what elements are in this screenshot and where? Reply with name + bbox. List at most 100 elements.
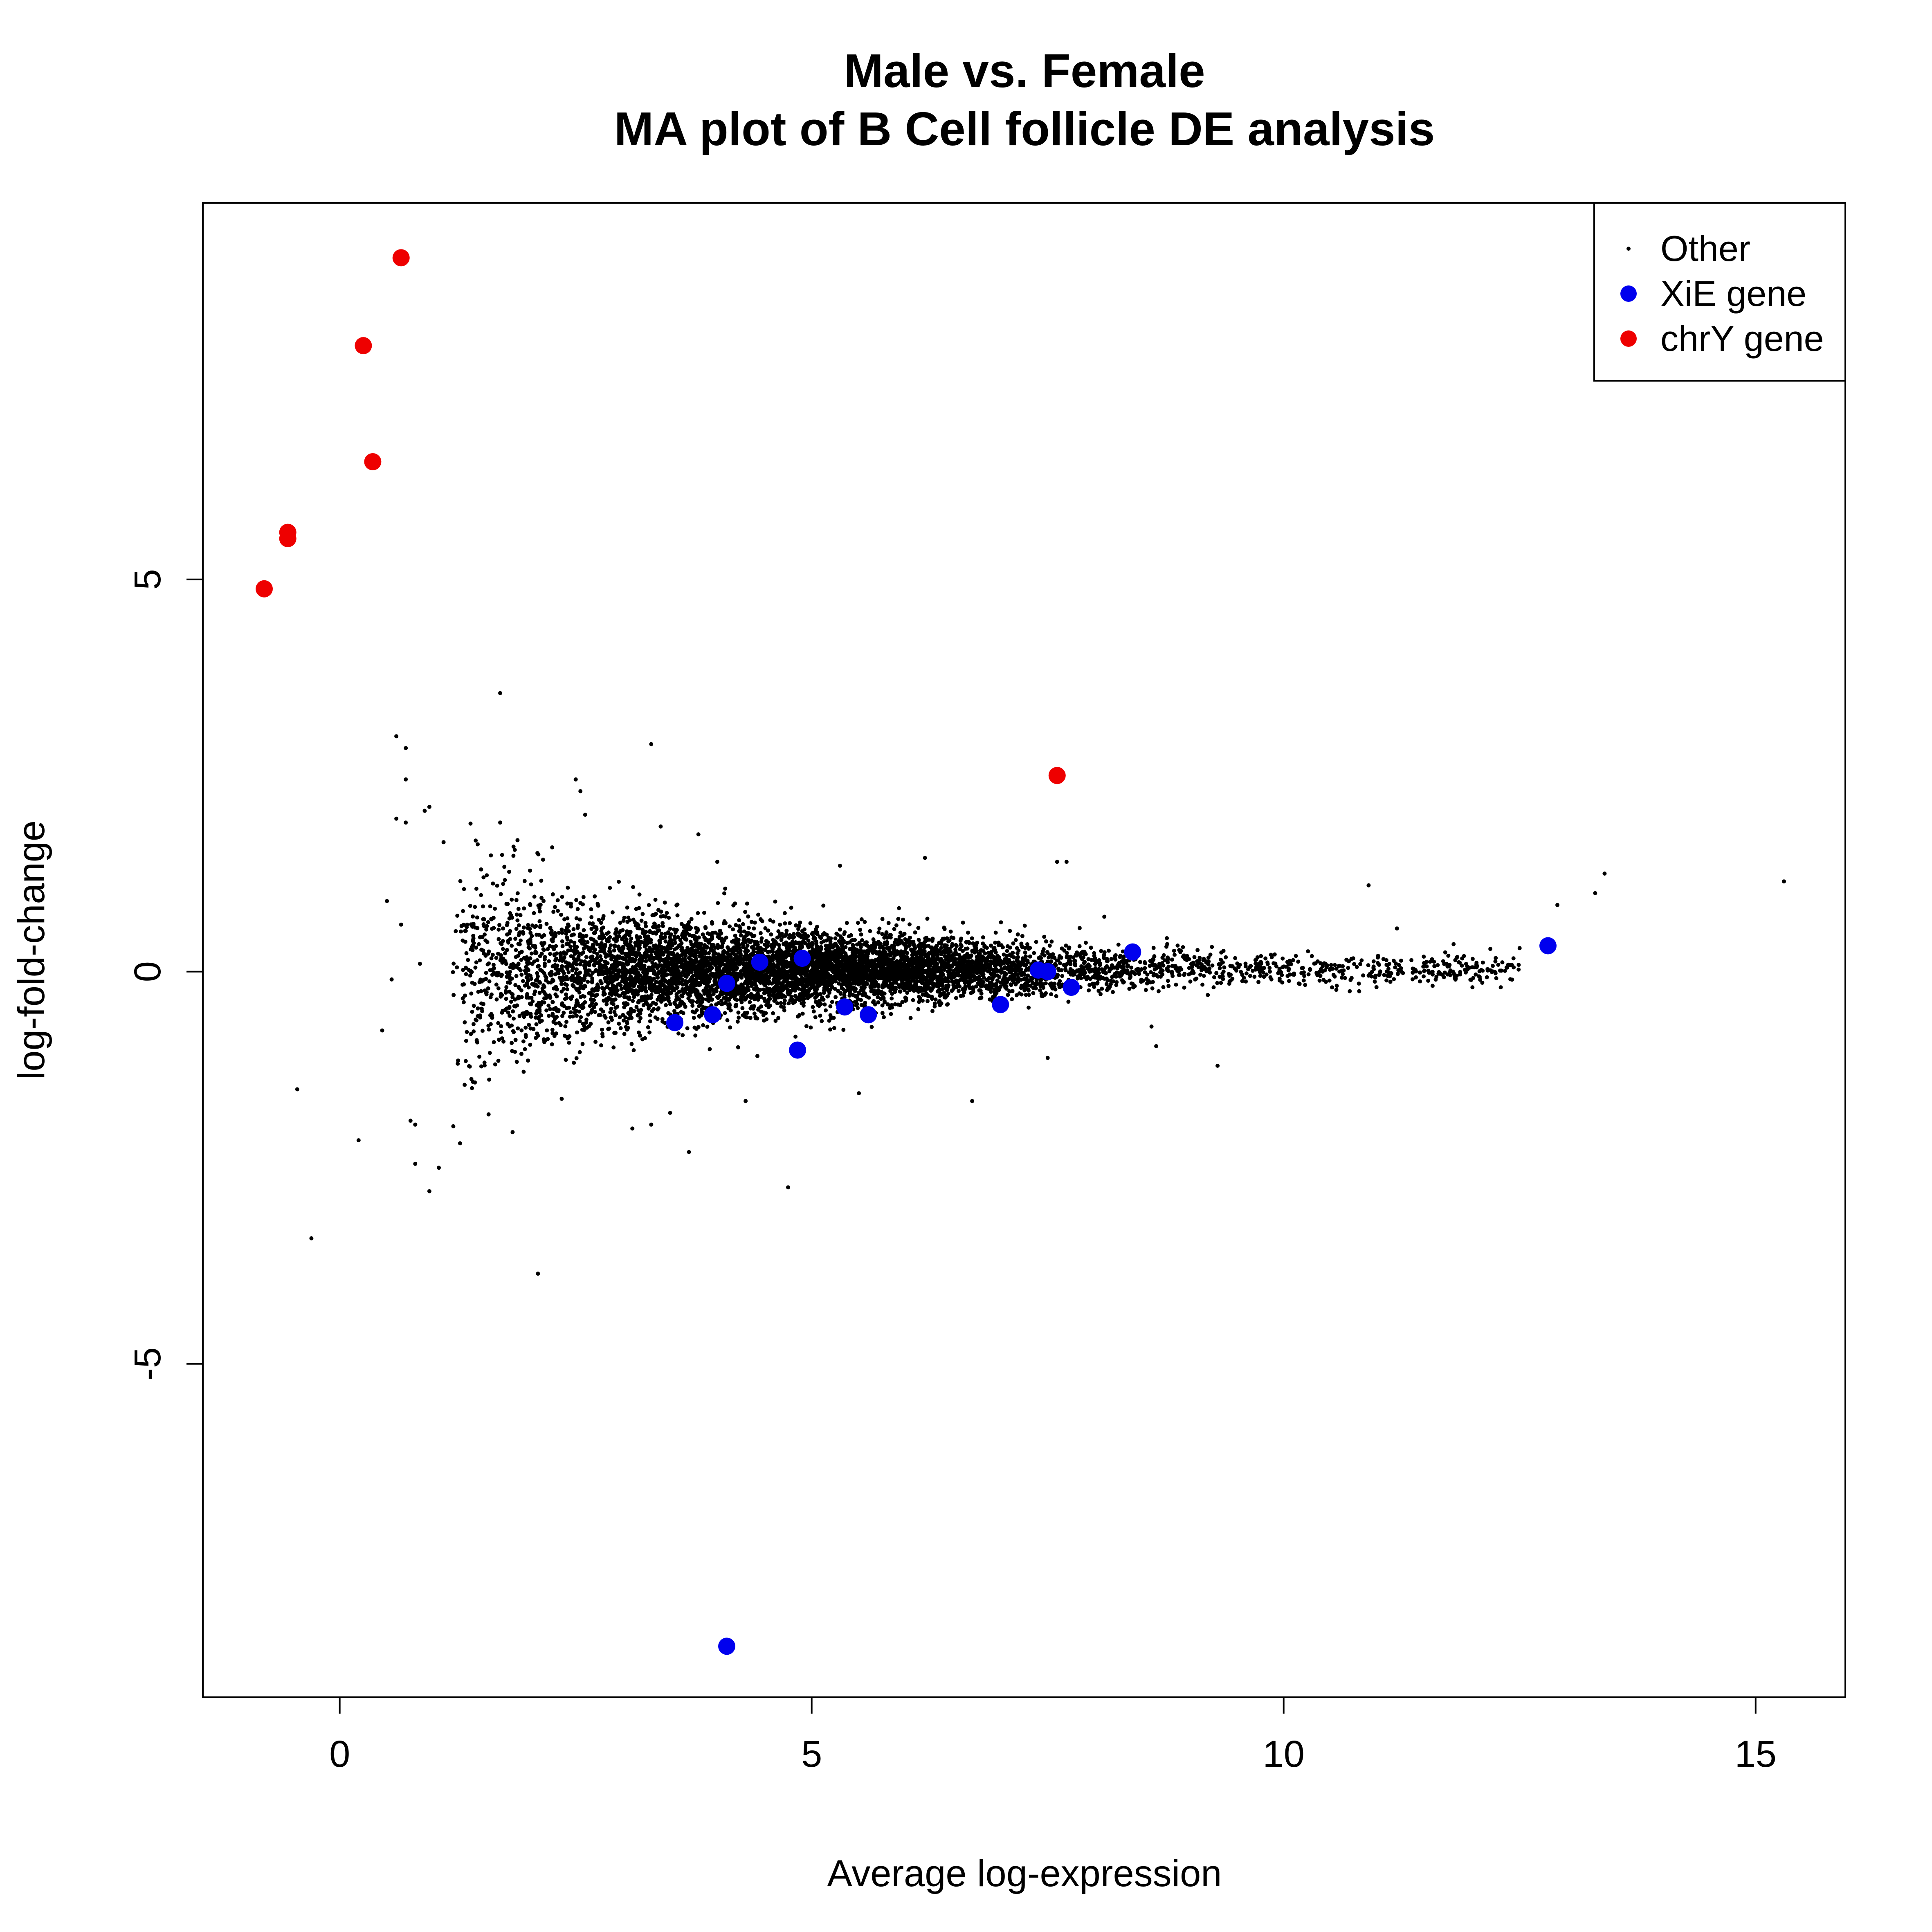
other-gene-point [461, 923, 466, 927]
other-gene-point [813, 937, 818, 941]
other-gene-point [863, 920, 867, 924]
other-gene-point [544, 1008, 549, 1013]
other-gene-point [601, 914, 606, 918]
other-gene-point [582, 946, 586, 951]
other-gene-point [652, 930, 657, 935]
other-gene-point [617, 1022, 621, 1026]
other-gene-point [664, 957, 668, 961]
other-gene-point [529, 1015, 533, 1019]
other-gene-point [501, 947, 505, 951]
other-gene-point [838, 927, 842, 932]
other-gene-point [563, 982, 567, 986]
other-gene-point [620, 979, 625, 984]
other-gene-point [810, 932, 814, 936]
other-gene-point [569, 939, 573, 944]
other-gene-point [641, 1003, 646, 1007]
other-gene-point [1361, 973, 1366, 978]
other-gene-point [1430, 984, 1435, 988]
other-gene-point [503, 959, 508, 964]
other-gene-point [508, 929, 512, 933]
other-gene-point [1049, 992, 1054, 997]
other-gene-point [828, 1004, 833, 1009]
other-gene-point [505, 948, 509, 952]
other-gene-point [819, 957, 824, 962]
other-gene-point [1109, 966, 1113, 971]
other-gene-point [529, 1002, 533, 1006]
other-gene-point [512, 848, 517, 852]
other-gene-point [570, 994, 575, 999]
other-gene-point [637, 892, 642, 897]
other-gene-point [739, 933, 743, 938]
other-gene-point [576, 981, 580, 986]
other-gene-point [758, 988, 762, 992]
other-gene-point [1212, 975, 1216, 979]
other-gene-point [542, 933, 546, 937]
other-gene-point [643, 986, 647, 990]
other-gene-point [517, 985, 521, 989]
other-gene-point [1263, 956, 1268, 961]
other-gene-point [551, 910, 556, 914]
other-gene-point [1218, 966, 1222, 970]
other-gene-point [999, 943, 1004, 948]
other-gene-point [1148, 970, 1153, 975]
other-gene-point [524, 965, 528, 969]
other-gene-point [1020, 934, 1024, 938]
other-gene-point [858, 945, 863, 949]
other-gene-point [1005, 949, 1009, 953]
other-gene-point [510, 1130, 515, 1134]
other-gene-point [496, 937, 501, 941]
other-gene-point [1042, 993, 1047, 997]
other-gene-point [1248, 974, 1252, 978]
other-gene-point [1503, 968, 1507, 973]
other-gene-point [474, 1018, 479, 1022]
other-gene-point [897, 906, 901, 910]
other-gene-point [484, 970, 488, 975]
other-gene-point [483, 1063, 487, 1068]
other-gene-point [474, 887, 479, 891]
other-gene-point [933, 997, 938, 1002]
other-gene-point [537, 906, 542, 910]
other-gene-point [521, 1069, 526, 1074]
other-gene-point [564, 992, 568, 997]
other-gene-point [501, 1039, 506, 1044]
other-gene-point [485, 873, 489, 878]
other-gene-point [1366, 963, 1370, 968]
other-gene-point [930, 937, 935, 941]
other-gene-point [1222, 965, 1227, 970]
other-gene-point [743, 1014, 747, 1019]
other-gene-point [1175, 944, 1180, 948]
other-gene-point [856, 921, 860, 925]
other-gene-point [1032, 951, 1036, 955]
other-gene-point [1411, 966, 1415, 971]
other-gene-point [556, 971, 561, 976]
other-gene-point [585, 940, 590, 944]
other-gene-point [629, 937, 634, 941]
other-gene-point [538, 968, 543, 972]
other-gene-point [784, 940, 788, 945]
other-gene-point [1434, 975, 1439, 979]
other-gene-point [646, 1025, 650, 1029]
other-gene-point [813, 1015, 818, 1020]
other-gene-point [1004, 979, 1008, 984]
other-gene-point [511, 845, 516, 849]
other-gene-point [1219, 957, 1223, 962]
other-gene-point [1023, 950, 1027, 955]
other-gene-point [517, 923, 521, 928]
other-gene-point [1296, 981, 1301, 986]
other-gene-point [523, 1025, 528, 1030]
other-gene-point [637, 984, 641, 989]
other-gene-point [719, 1002, 724, 1006]
other-gene-point [550, 1000, 555, 1004]
other-gene-point [670, 968, 675, 972]
other-gene-point [928, 981, 933, 986]
other-gene-point [1341, 964, 1345, 968]
other-gene-point [689, 917, 694, 921]
other-gene-point [1049, 959, 1054, 964]
other-gene-point [574, 971, 578, 975]
other-gene-point [528, 903, 532, 907]
other-gene-point [1259, 954, 1263, 958]
other-gene-point [515, 838, 520, 842]
other-gene-point [515, 891, 520, 896]
other-gene-point [547, 959, 551, 964]
other-gene-point [626, 915, 631, 920]
